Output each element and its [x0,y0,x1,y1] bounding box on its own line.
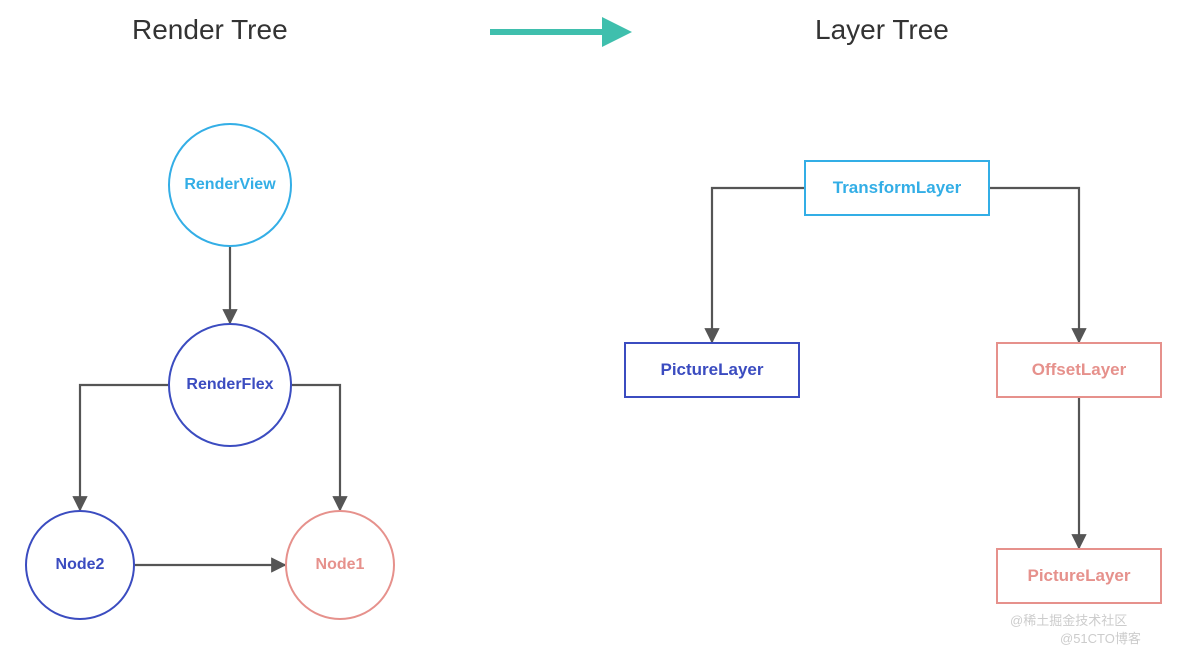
node-renderflex: RenderFlex [168,323,292,447]
node-offsetlayer: OffsetLayer [996,342,1162,398]
node-label: TransformLayer [833,178,962,198]
node-picturelayer1: PictureLayer [624,342,800,398]
node-node1: Node1 [285,510,395,620]
watermark-2: @51CTO博客 [1060,628,1141,647]
edge-renderflex-node1 [292,385,340,510]
watermark-1: @稀土掘金技术社区 [1010,610,1127,629]
node-label: PictureLayer [1028,566,1131,586]
title-render-tree: Render Tree [132,14,288,46]
node-node2: Node2 [25,510,135,620]
edge-renderflex-node2 [80,385,168,510]
node-picturelayer2: PictureLayer [996,548,1162,604]
node-label: RenderView [184,176,275,194]
node-label: OffsetLayer [1032,360,1126,380]
node-transformlayer: TransformLayer [804,160,990,216]
node-label: Node2 [56,556,105,574]
edge-transform-picture1 [712,188,804,342]
edge-transform-offset [990,188,1079,342]
node-renderview: RenderView [168,123,292,247]
node-label: PictureLayer [661,360,764,380]
title-layer-tree: Layer Tree [815,14,949,46]
node-label: Node1 [316,556,365,574]
node-label: RenderFlex [186,376,273,394]
